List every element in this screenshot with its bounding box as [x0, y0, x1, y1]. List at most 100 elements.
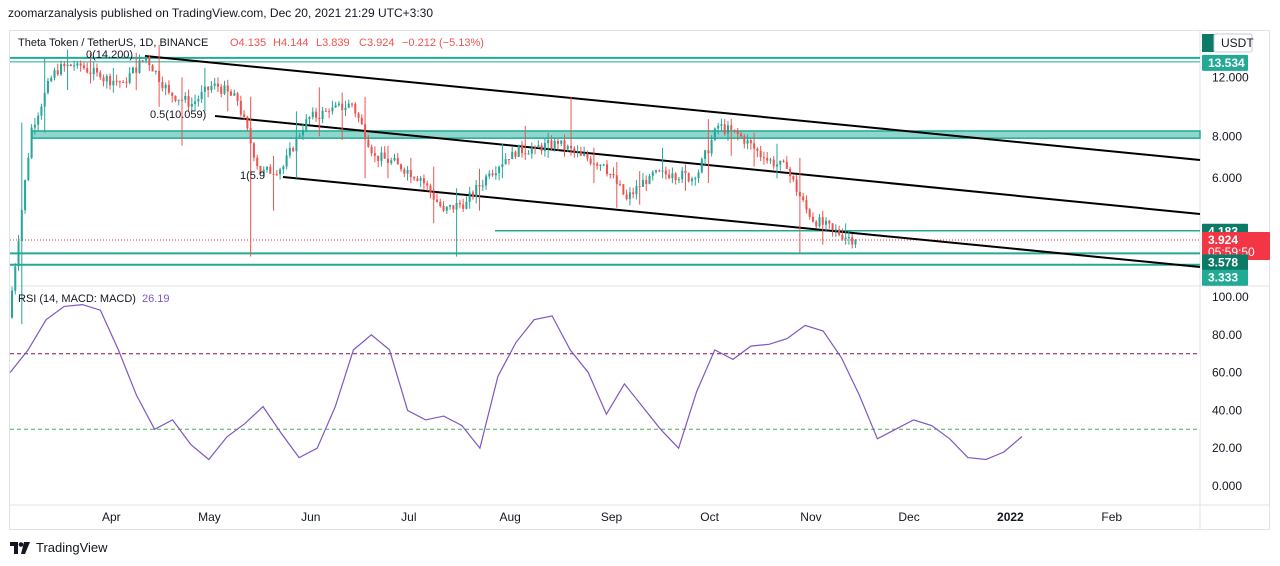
candle-body — [275, 173, 278, 175]
candle — [455, 188, 458, 257]
candle — [102, 74, 105, 87]
candle — [194, 94, 197, 111]
candle — [753, 132, 756, 167]
candle — [501, 143, 504, 179]
candle-body — [138, 60, 141, 73]
candle — [315, 107, 318, 122]
candle — [553, 138, 556, 152]
candle — [66, 49, 69, 91]
candle-body — [605, 164, 609, 175]
candle-body — [674, 173, 677, 181]
candle-body — [602, 164, 605, 166]
rsi-label: RSI (14, MACD: MACD) — [18, 293, 136, 305]
candle — [344, 100, 347, 117]
candle — [14, 263, 17, 295]
candle — [50, 75, 53, 83]
candle — [498, 165, 501, 181]
candle — [331, 100, 334, 115]
candle-body — [328, 111, 331, 113]
candle — [357, 111, 360, 123]
candle-body — [527, 153, 530, 155]
candle-body — [167, 84, 170, 93]
candle — [220, 84, 223, 98]
candle-body — [491, 173, 494, 176]
candle — [10, 286, 14, 319]
candle-body — [681, 170, 684, 180]
candle — [638, 171, 641, 205]
candle-body — [60, 63, 63, 75]
candle — [543, 138, 546, 157]
candle-body — [534, 147, 537, 149]
candle — [537, 140, 540, 148]
candle — [815, 220, 818, 229]
candle — [145, 56, 148, 64]
candle-body — [393, 157, 396, 161]
candle — [285, 148, 288, 170]
candle-body — [115, 80, 118, 82]
rsi-tick-5: 0.000 — [1212, 479, 1242, 493]
candle — [122, 80, 125, 83]
price-tick-0: 12.000 — [1212, 70, 1249, 84]
candle-body — [700, 158, 703, 173]
channel-top — [144, 55, 1201, 161]
candle-body — [847, 237, 850, 239]
candle-body — [43, 92, 46, 107]
candle-body — [661, 170, 664, 172]
candle-body — [154, 70, 157, 72]
candle-body — [775, 164, 779, 167]
time-label-feb: Feb — [1101, 510, 1122, 524]
candle — [125, 77, 128, 88]
candle — [213, 77, 216, 90]
candle — [605, 160, 609, 177]
candle-body — [354, 103, 357, 114]
candle-body — [403, 169, 406, 174]
price-tick-1: 8.000 — [1212, 129, 1242, 143]
candle-body — [458, 203, 461, 205]
candle-body — [380, 152, 383, 161]
candle-body — [573, 148, 576, 152]
candle-body — [406, 169, 409, 174]
candle-body — [226, 85, 229, 92]
candle-body — [33, 124, 36, 128]
candle — [609, 173, 612, 179]
candle-body — [599, 164, 602, 166]
candle — [370, 144, 373, 157]
candle — [167, 80, 170, 95]
candle — [805, 195, 808, 214]
candle-body — [432, 192, 435, 200]
candle — [86, 62, 89, 74]
candle-body — [174, 95, 177, 101]
tradingview-footer[interactable]: TradingView — [10, 540, 108, 555]
candle-body — [641, 180, 644, 187]
candle-body — [190, 103, 193, 107]
candle-body — [308, 117, 311, 120]
candle-body — [334, 105, 337, 108]
candle-body — [501, 164, 504, 168]
currency-badge-edge — [1202, 34, 1214, 52]
currency-badge[interactable]: USDT — [1202, 33, 1254, 53]
rsi-tick-2: 60.00 — [1212, 366, 1242, 380]
candle-body — [707, 150, 710, 154]
candle-body — [239, 100, 242, 115]
candle-body — [507, 159, 510, 161]
candle — [328, 108, 331, 119]
candle — [547, 132, 550, 158]
candle — [661, 147, 664, 179]
candle-body — [426, 183, 429, 186]
candle — [148, 54, 151, 72]
candle — [517, 144, 520, 157]
candle — [782, 159, 785, 163]
candle — [161, 76, 164, 92]
candle-body — [272, 173, 275, 175]
candle-body — [537, 145, 540, 148]
candle-body — [344, 107, 347, 111]
candle-body — [815, 221, 818, 227]
candle — [236, 91, 239, 106]
time-label-apr: Apr — [102, 510, 121, 524]
candle — [841, 228, 844, 241]
candle-body — [252, 143, 255, 158]
candle — [449, 204, 452, 210]
candle — [249, 96, 252, 257]
